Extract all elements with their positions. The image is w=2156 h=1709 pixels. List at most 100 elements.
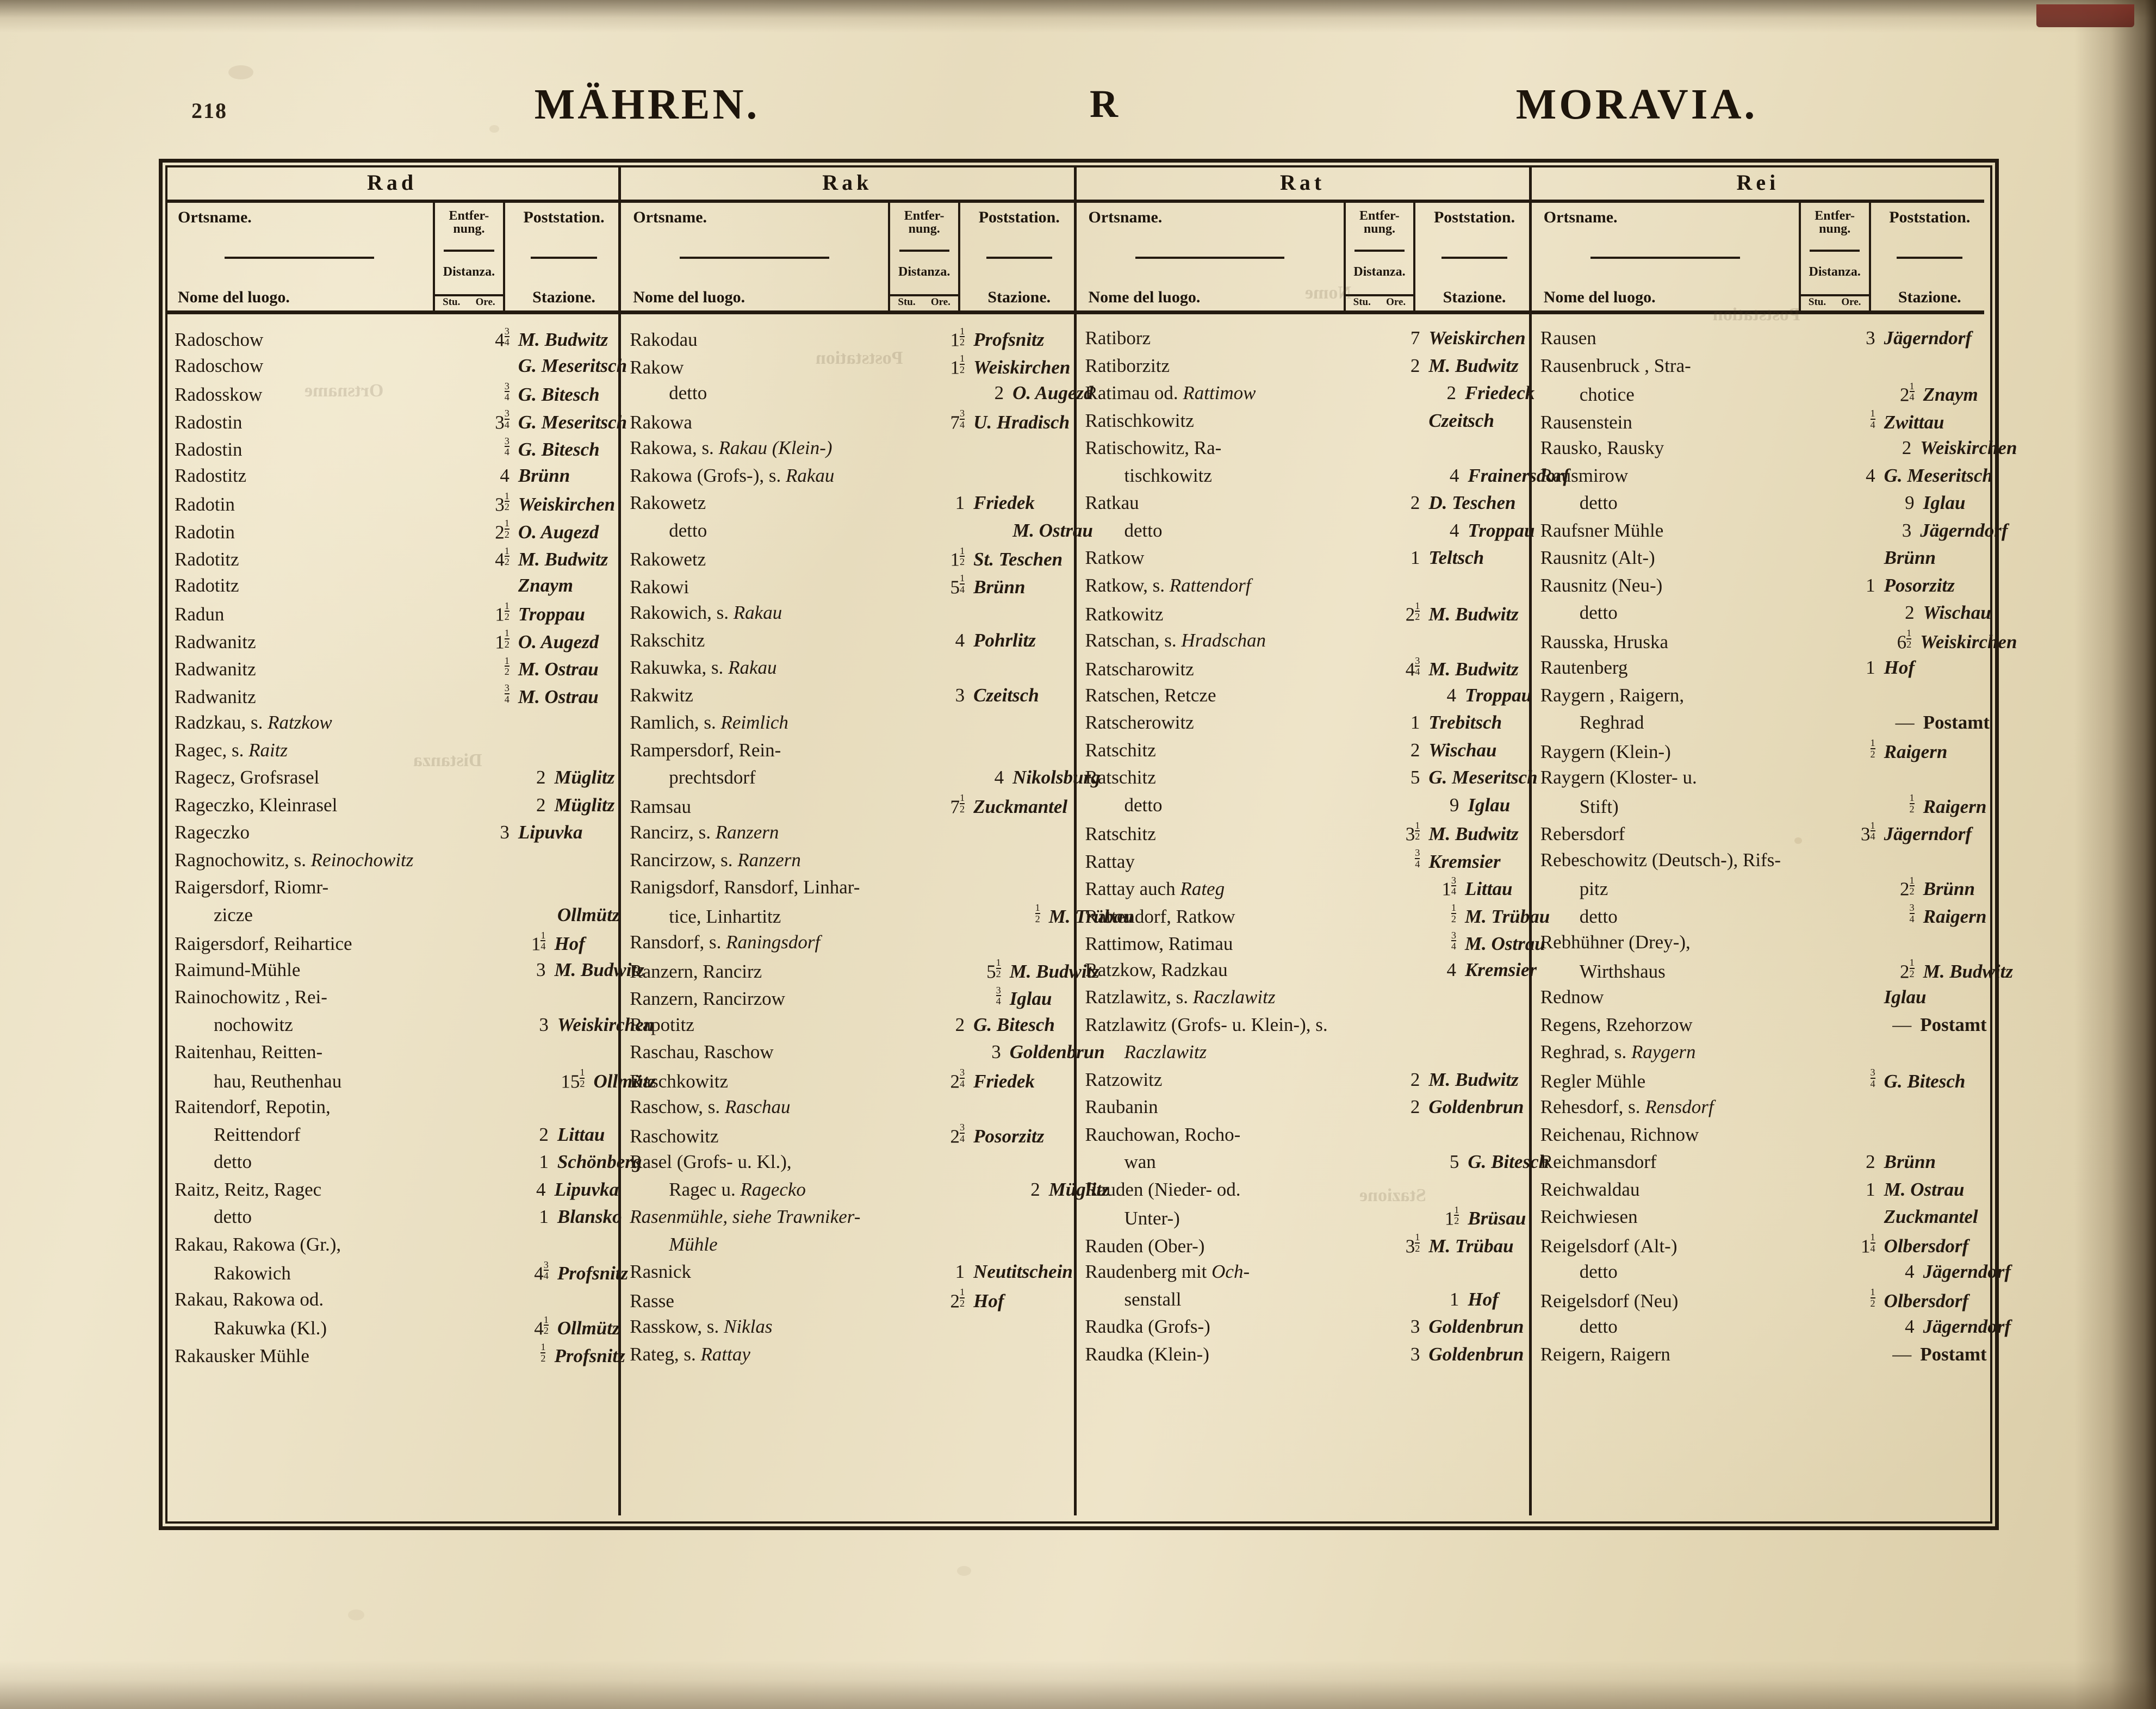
table-row: Raschow, s. Raschau [621,1096,1073,1124]
cell-placename: Raschowitz [630,1125,719,1147]
table-row: Ratscharowitz 4 3 4 M. Budwitz [1077,656,1529,685]
cell-poststation: Hof [1884,657,1915,678]
cell-placename: Ranzern, Rancirzow [630,988,785,1010]
cell-poststation: Iglau [1884,986,1927,1008]
header-cell-distance: Entfer-nung. Distanza. Stu. Ore. [1800,203,1871,310]
cell-distance: 2 [1410,1096,1420,1117]
table-row: tice, Linhartitz 1 2 M. Trübau [621,902,1134,932]
cell-poststation: M. Trübau [1048,905,1134,927]
cell-poststation: U. Hradisch [973,411,1070,433]
cell-poststation: Profsnitz [557,1263,629,1284]
cell-distance: 1 [1866,657,1875,678]
cell-placename: Radwanitz [175,631,256,652]
cell-distance: 3 [955,684,965,706]
table-row: detto 1 Blansko [166,1206,622,1234]
cell-poststation: Zuckmantel [1884,1206,1978,1227]
cell-poststation: M. Budwitz [1009,960,1100,982]
cell-distance: 2 [994,382,1004,403]
cell-placename: Radoschow [175,355,264,376]
cell-placename: Rauchowan, Rocho- [1085,1123,1241,1145]
cell-placename: Raigersdorf, Reihartice [175,933,352,955]
red-binding-mark [2036,4,2134,27]
table-row: Reittendorf 2 Littau [166,1124,618,1152]
cell-placename: Ratimau od. Rattimow [1085,382,1256,403]
table-row: Ratkow 1 Teltsch [1077,547,1529,575]
cell-poststation: Weiskirchen [1920,437,2017,458]
cell-placename: Ratschitz [1085,823,1156,845]
cell-distance: 2 [536,794,546,816]
unit-ore: Ore. [1841,296,1861,308]
table-row: Ratkow, s. Rattendorf [1077,575,1529,602]
cell-poststation: Posorzitz [1884,574,1955,596]
cell-poststation: Profsnitz [973,329,1045,351]
cell-poststation: G. Bitesch [1468,1151,1550,1172]
table-row: Radwanitz 1 2 M. Ostrau [166,656,618,685]
cell-placename: detto [214,1151,252,1172]
cell-placename: Ratkow, s. Rattendorf [1085,574,1251,596]
table-row: prechtsdorf 4 Nikolsburg [621,767,1100,794]
table-row: Ragec u. Ragecko 2 Müglitz [621,1179,1109,1207]
cell-placename: Ratzowitz [1085,1068,1163,1090]
cell-placename: Rasnick [630,1261,692,1282]
cell-placename: Rausnitz (Alt-) [1540,547,1655,568]
table-row: Rausko, Rausky 2 Weiskirchen [1532,437,2017,465]
table-row: Radotitz 4 1 2 M. Budwitz [166,546,618,575]
column-subheader: Ortsname. Nome del luogo. Entfer-nung. Dist… [1531,203,1984,314]
table-row: Radotin 3 1 2 Weiskirchen [166,491,618,520]
column-body: Rakodau 1 1 2 Profsnitz Rakow 1 1 2 Weiskirchen de… [621,314,1134,1515]
table-row: Rageczko 3 Lipuvka [166,822,618,849]
table-row: Radoschow 4 3 4 M. Budwitz [166,326,618,355]
table-row: Rebersdorf 3 1 4 Jägerndorf [1532,821,1984,849]
cell-placename: Radotin [175,521,235,543]
cell-placename: Rasel (Grofs- u. Kl.), [630,1151,792,1172]
cell-placename: Radoschow [175,329,264,351]
table-row: detto 4 Jägerndorf [1532,1316,2011,1344]
unit-stu: Stu. [898,296,916,308]
cell-poststation: Lipuvka [554,1178,619,1200]
table-row: Ratkowitz 2 1 2 M. Budwitz [1077,601,1529,630]
cell-poststation: Brünn [1884,547,1936,568]
cell-poststation: Czeitsch [973,684,1039,706]
table-row: Radun 1 1 2 Troppau [166,601,618,630]
unit-ore: Ore. [475,296,495,308]
cell-placename: Radwanitz [175,658,256,680]
table-row: Rakowa (Grofs-), s. Rakau [621,465,1073,493]
cell-placename: Raitenhau, Reitten- [175,1041,323,1062]
table-row: Raschkowitz 2 3 4 Friedek [621,1067,1073,1097]
table-row: Rakowetz 1 Friedek [621,492,1073,520]
table-row: Ratschitz 2 Wischau [1077,739,1529,767]
table-row: Rehesdorf, s. Rensdorf [1532,1096,1984,1124]
column-body: Radoschow 4 3 4 M. Budwitz Radoschow G. Meseri… [166,314,656,1515]
cell-placename: Radzkau, s. Ratzkow [175,712,332,733]
cell-poststation: G. Bitesch [1884,1070,1966,1092]
cell-poststation: Littau [1464,878,1513,900]
table-row: Radostin 3 4 G. Bitesch [166,436,618,465]
cell-placename: senstall [1124,1288,1182,1310]
cell-placename: Rehesdorf, s. Rensdorf [1540,1096,1714,1117]
cell-distance: 4 [1446,959,1456,980]
cell-placename: Rausmirow [1540,464,1629,486]
cell-placename: Rausska, Hruska [1540,631,1668,652]
cell-placename: Rakau, Rakowa (Gr.), [175,1233,341,1255]
cell-placename: nochowitz [214,1014,293,1035]
header-stazione: Stazione. [987,288,1051,307]
header-cell-poststation: Poststation. Stazione. [1415,203,1533,310]
cell-placename: Radotitz [175,549,239,570]
table-row: Rakowa 7 3 4 U. Hradisch [621,408,1073,438]
cell-distance: — [1895,712,1915,733]
header-poststation: Poststation. [1433,208,1515,226]
table-row: chotice 2 1 4 Znaym [1532,381,1984,410]
page-header-letter: R [1090,82,1118,126]
header-distance-units: Stu. Ore. [1800,294,1869,308]
table-row: Rakowi 5 1 4 Brünn [621,573,1073,602]
table-row: Ragec, s. Raitz [166,739,618,767]
cell-poststation: Wischau [1923,602,1991,623]
cell-poststation: Zwittau [1884,411,1944,433]
cell-distance: 2 [1866,1151,1875,1172]
